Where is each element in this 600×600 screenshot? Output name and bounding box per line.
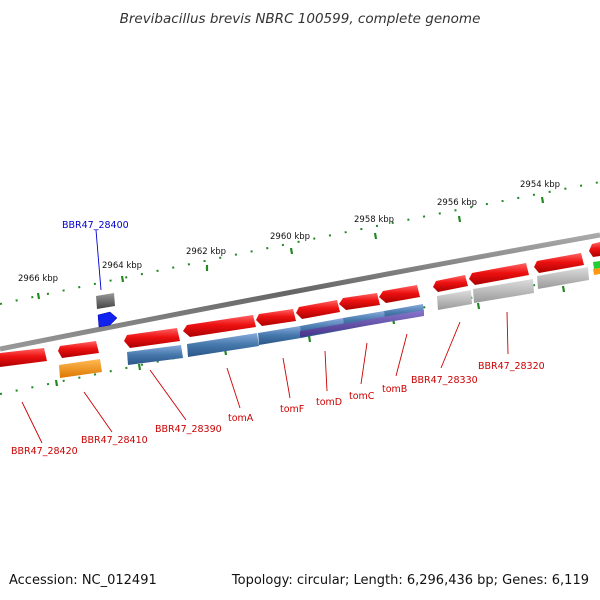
gene-label-bbr47-28390[interactable]: BBR47_28390 xyxy=(155,424,222,435)
ruler-label-2954: 2954 kbp xyxy=(520,180,560,190)
gene-bbr47-28330[interactable] xyxy=(469,263,529,285)
gene-bbr47-28420[interactable] xyxy=(0,348,47,367)
gene-tomb[interactable] xyxy=(379,285,420,303)
feature-row-lower xyxy=(59,261,600,378)
feature-blue-28390[interactable] xyxy=(127,345,183,365)
gene-bbr47-28340[interactable] xyxy=(433,275,468,292)
ruler-label-2966: 2966 kbp xyxy=(18,274,58,284)
gene-label-tomc[interactable]: tomC xyxy=(349,391,375,402)
feature-orange[interactable] xyxy=(59,359,102,378)
chromosome-backbone xyxy=(0,232,600,352)
gene-label-bbr47-28320[interactable]: BBR47_28320 xyxy=(478,361,545,372)
gene-label-tomf[interactable]: tomF xyxy=(280,404,304,415)
feature-gray-28330a[interactable] xyxy=(437,290,472,310)
gene-toma[interactable] xyxy=(183,315,256,337)
accession-text: Accession: NC_012491 xyxy=(9,573,157,588)
feature-blue-toma[interactable] xyxy=(187,333,259,357)
gene-label-bbr47-28420[interactable]: BBR47_28420 xyxy=(11,446,78,457)
feature-gray-28320[interactable] xyxy=(537,267,589,289)
gene-bbr47-28400[interactable] xyxy=(97,311,118,328)
gene-label-tomd[interactable]: tomD xyxy=(316,397,342,408)
gene-label-bbr47-28330[interactable]: BBR47_28330 xyxy=(411,375,478,386)
feature-blue-tomf[interactable] xyxy=(258,326,301,345)
ruler-label-2964: 2964 kbp xyxy=(102,261,142,271)
feature-gray-28330b[interactable] xyxy=(473,279,534,303)
callout-lines xyxy=(21,229,509,444)
ruler-major-ticks xyxy=(36,196,545,300)
gene-label-tomb[interactable]: tomB xyxy=(382,384,407,395)
feature-purple[interactable] xyxy=(300,310,424,337)
ruler-label-2960: 2960 kbp xyxy=(270,232,310,242)
gene-label-bbr47-28400[interactable]: BBR47_28400 xyxy=(62,220,129,231)
gene-bbr47-28410[interactable] xyxy=(58,341,99,358)
gene-tomf[interactable] xyxy=(256,309,296,326)
ruler-label-2958: 2958 kbp xyxy=(354,215,394,225)
gene-edge-right[interactable] xyxy=(589,242,600,257)
feature-orange-edge[interactable] xyxy=(593,268,600,275)
ruler-label-2956: 2956 kbp xyxy=(437,198,477,208)
gene-tomc[interactable] xyxy=(339,293,380,310)
figure-title: Brevibacillus brevis NBRC 100599, comple… xyxy=(120,11,481,27)
gene-bbr47-28390[interactable] xyxy=(124,328,180,348)
gene-label-bbr47-28410[interactable]: BBR47_28410 xyxy=(81,435,148,446)
gene-bbr47-28400-dark[interactable] xyxy=(96,293,115,309)
topology-text: Topology: circular; Length: 6,296,436 bp… xyxy=(231,573,589,588)
gene-bbr47-28320[interactable] xyxy=(534,253,584,273)
ruler-label-2962: 2962 kbp xyxy=(186,247,226,257)
forward-strand-genes xyxy=(0,242,600,367)
gene-tomd[interactable] xyxy=(296,300,340,319)
feature-green-edge[interactable] xyxy=(593,261,600,269)
gene-label-toma[interactable]: tomA xyxy=(228,413,254,424)
